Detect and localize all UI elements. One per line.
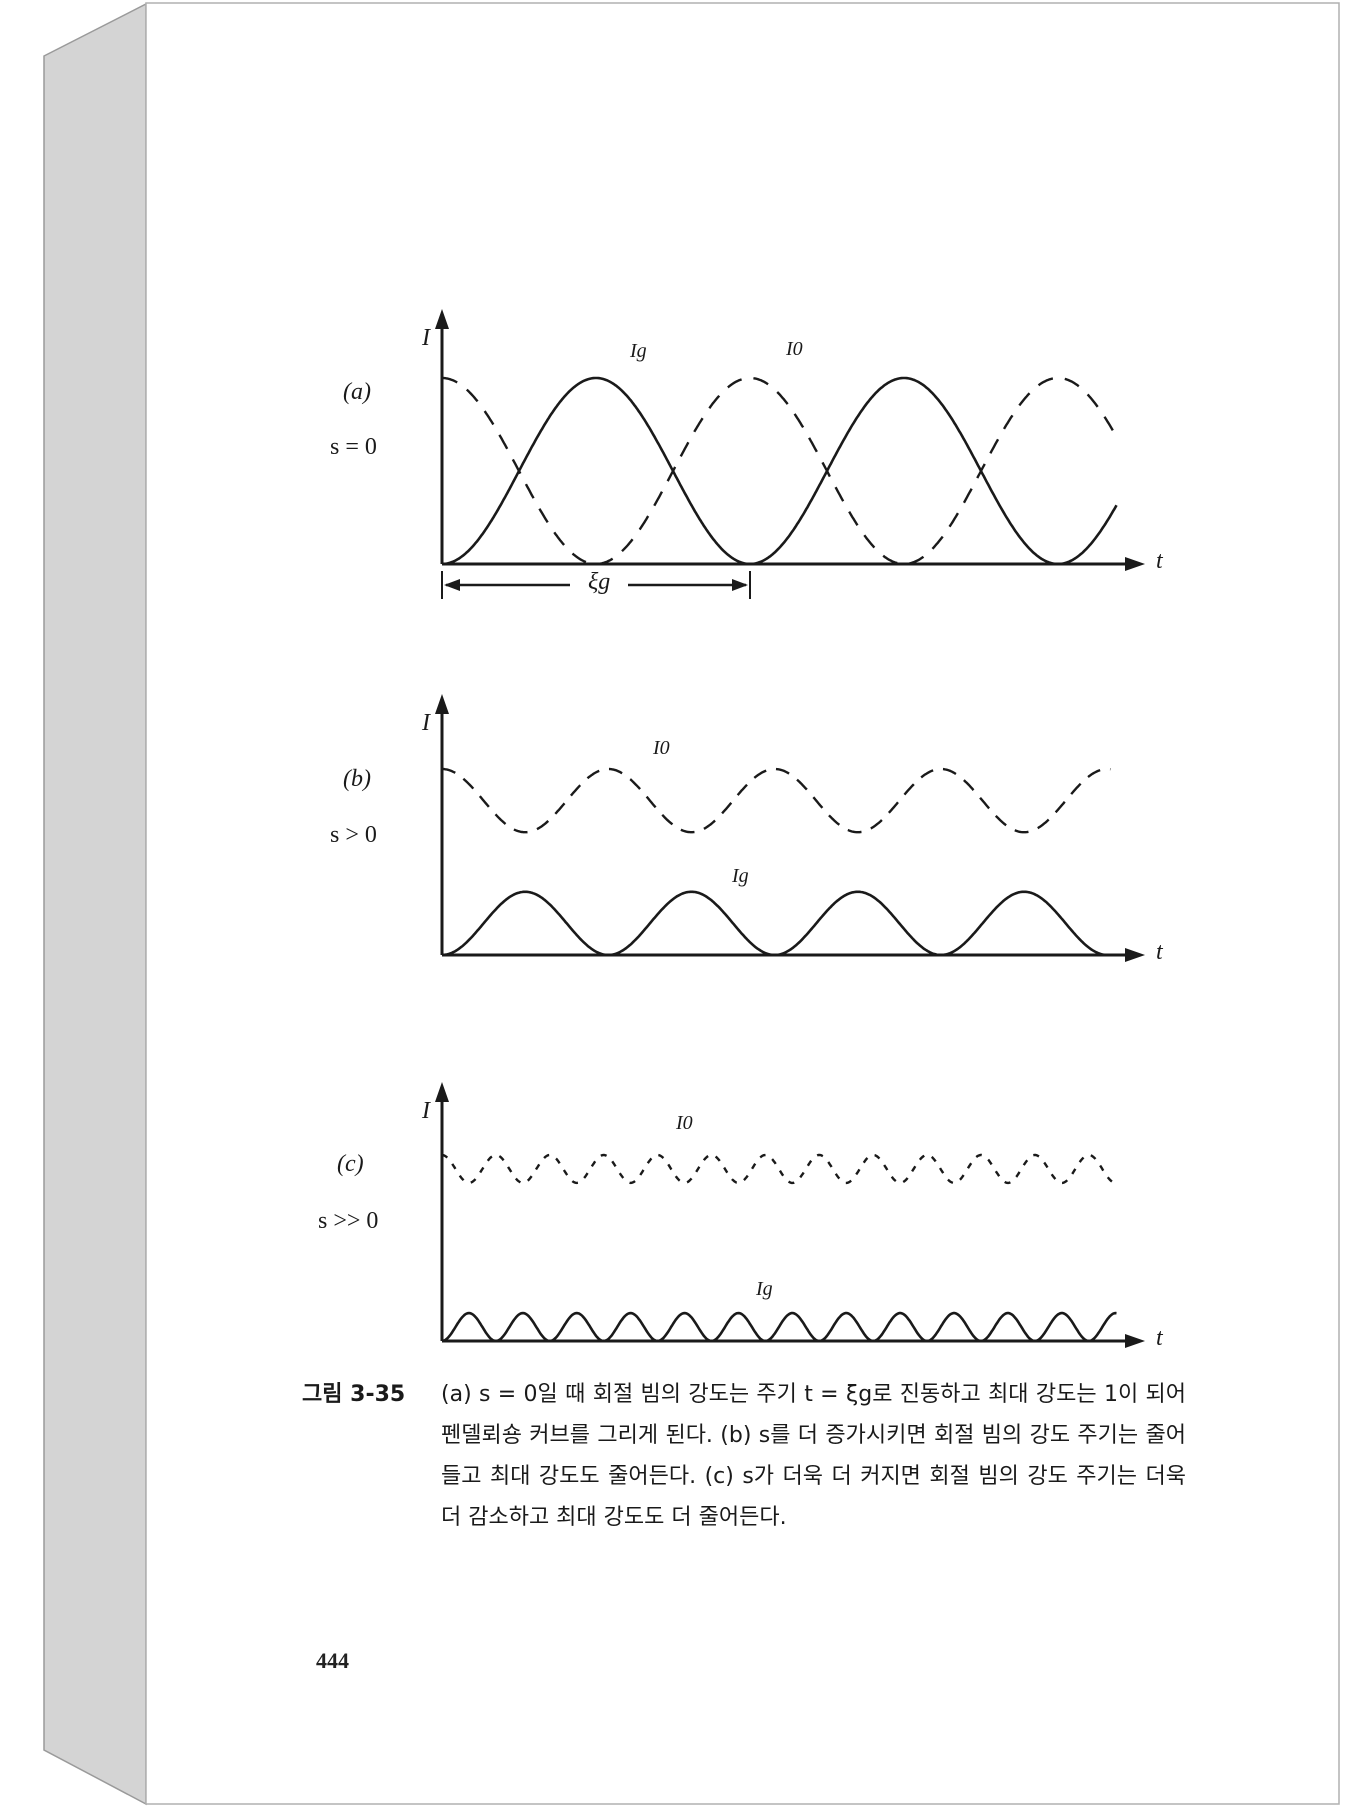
panel-label: (a) xyxy=(343,379,371,405)
x-axis-label: t xyxy=(1156,548,1163,574)
i0-label: I0 xyxy=(786,338,803,360)
caption-label: 그림 3-35 xyxy=(302,1382,406,1407)
page-number: 444 xyxy=(316,1648,349,1673)
y-axis-arrow xyxy=(435,309,449,329)
x-axis-arrow xyxy=(1125,948,1145,962)
panel-label: (b) xyxy=(343,766,371,792)
caption-text: (a) s = 0일 때 회절 빔의 강도는 주기 t = ξg로 진동하고 최… xyxy=(441,1382,1186,1530)
ig-label: Ig xyxy=(630,340,647,362)
y-axis-label: I xyxy=(422,325,430,351)
ig-label: Ig xyxy=(732,865,749,887)
xi-label: ξg xyxy=(588,569,611,595)
panel-label: (c) xyxy=(337,1151,364,1177)
ig-curve xyxy=(442,890,1111,957)
xi-arrowhead-right xyxy=(732,579,748,591)
book-spine xyxy=(43,2,147,1806)
i0-curve xyxy=(442,767,1111,834)
ig-curve xyxy=(442,376,1118,566)
i0-label: I0 xyxy=(653,737,670,759)
x-axis-arrow xyxy=(1125,1334,1145,1348)
ig-curve xyxy=(441,1311,1117,1343)
y-axis-arrow xyxy=(435,694,449,714)
panel-condition: s = 0 xyxy=(330,434,377,460)
xi-arrowhead-left xyxy=(444,579,460,591)
figure-3-35 xyxy=(435,309,1145,1348)
x-axis-arrow xyxy=(1125,557,1145,571)
page-sheet xyxy=(145,2,1340,1805)
panel-condition: s >> 0 xyxy=(318,1208,379,1234)
x-axis-label: t xyxy=(1156,939,1163,965)
x-axis-label: t xyxy=(1156,1325,1163,1351)
panel-condition: s > 0 xyxy=(330,822,377,848)
i0-curve xyxy=(442,376,1118,566)
i0-label: I0 xyxy=(676,1112,693,1134)
y-axis-label: I xyxy=(422,1098,430,1124)
ig-label: Ig xyxy=(756,1278,773,1300)
y-axis-label: I xyxy=(422,710,430,736)
y-axis-arrow xyxy=(435,1082,449,1102)
